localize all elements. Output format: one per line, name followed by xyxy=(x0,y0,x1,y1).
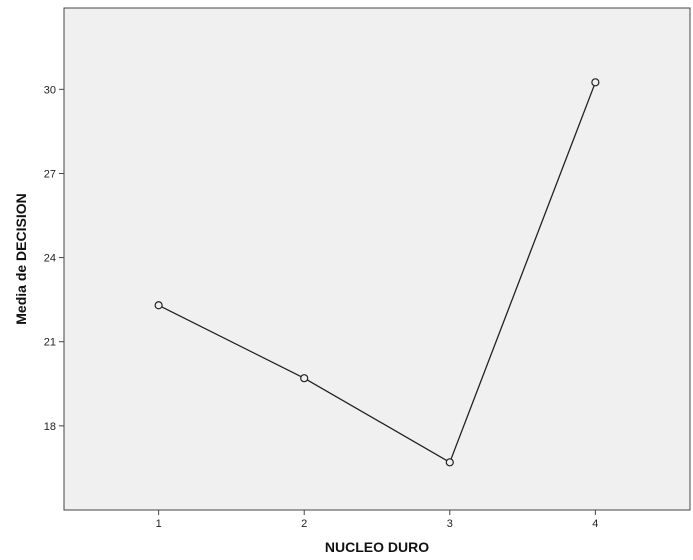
y-tick-label: 21 xyxy=(44,337,56,349)
y-tick-label: 24 xyxy=(44,253,56,265)
x-axis-title: NUCLEO DURO xyxy=(325,539,429,555)
series-line xyxy=(158,82,597,464)
x-tick-label: 4 xyxy=(592,518,598,530)
x-tick-label: 3 xyxy=(447,518,453,530)
series-markers xyxy=(154,78,600,467)
y-tick-label: 27 xyxy=(44,168,56,180)
x-axis: 1 2 3 4 xyxy=(156,510,598,530)
data-point xyxy=(445,458,454,467)
data-point xyxy=(154,301,163,310)
data-point xyxy=(300,374,309,383)
x-tick-label: 1 xyxy=(156,518,162,530)
y-axis: 18 21 24 27 30 xyxy=(44,84,64,433)
y-axis-title: Media de DECISION xyxy=(13,193,29,324)
x-tick-label: 2 xyxy=(301,518,307,530)
y-tick-label: 18 xyxy=(44,421,56,433)
data-point xyxy=(591,78,600,87)
plot-area xyxy=(63,7,691,511)
y-tick-label: 30 xyxy=(44,84,56,96)
